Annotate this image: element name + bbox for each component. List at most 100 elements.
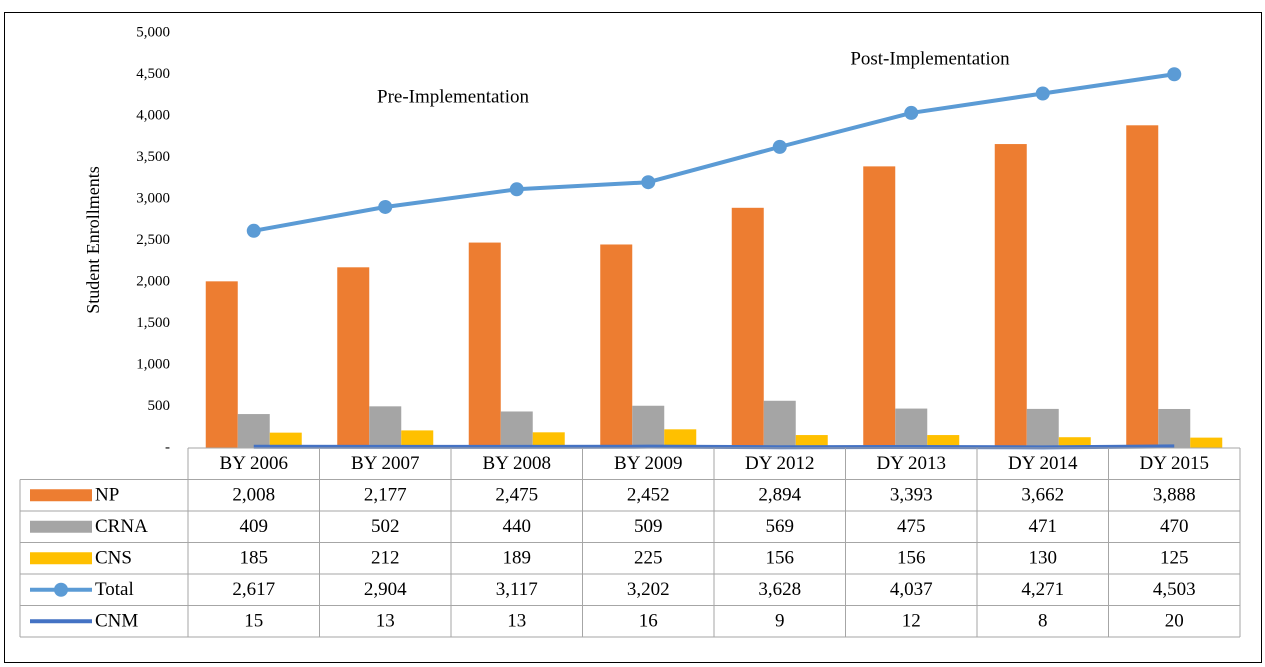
table-cell: 9: [775, 611, 785, 632]
bar: [500, 411, 533, 448]
line-marker: [509, 182, 524, 197]
table-cell: 15: [244, 611, 263, 632]
table-cell: 189: [503, 548, 532, 569]
bar: [369, 406, 402, 448]
bar: [664, 429, 697, 448]
bar: [1158, 408, 1191, 448]
legend-label: NP: [95, 485, 119, 506]
bar: [468, 242, 501, 448]
table-cell: 156: [897, 548, 926, 569]
table-cell: 3,628: [758, 579, 801, 600]
bar: [269, 432, 302, 448]
x-tick-label: DY 2013: [877, 453, 947, 474]
table-cell: 156: [766, 548, 795, 569]
bar: [795, 435, 828, 448]
x-tick-label: BY 2008: [483, 453, 551, 474]
table-cell: 2,904: [364, 579, 407, 600]
line-marker: [246, 223, 261, 238]
annotation: Post-Implementation: [850, 48, 1010, 69]
x-tick-label: BY 2009: [614, 453, 682, 474]
legend-label: CNS: [95, 548, 132, 569]
table-cell: 20: [1165, 611, 1184, 632]
table-cell: 2,475: [495, 485, 538, 506]
table-cell: 409: [240, 516, 269, 537]
chart-border: [4, 12, 1262, 663]
bar: [401, 430, 434, 448]
table-cell: 225: [634, 548, 663, 569]
bar: [927, 435, 960, 448]
bar: [337, 267, 370, 448]
table-cell: 125: [1160, 548, 1189, 569]
bar: [1190, 437, 1223, 448]
y-tick-label: 3,500: [136, 149, 170, 165]
table-cell: 440: [503, 516, 532, 537]
table-cell: 3,117: [496, 579, 538, 600]
legend-label: Total: [95, 579, 134, 600]
table-cell: 475: [897, 516, 926, 537]
y-tick-label: 2,000: [136, 273, 170, 289]
y-tick-label: 1,000: [136, 356, 170, 372]
table-cell: 185: [240, 548, 269, 569]
legend-label: CRNA: [95, 516, 148, 537]
bar: [1058, 437, 1091, 448]
y-tick-label: 2,500: [136, 232, 170, 248]
line-series: [253, 444, 1175, 450]
line-series: [253, 72, 1175, 233]
y-tick-label: 500: [148, 398, 171, 414]
table-cell: 8: [1038, 611, 1048, 632]
annotation: Pre-Implementation: [377, 86, 529, 107]
bar: [532, 432, 565, 448]
x-tick-label: BY 2006: [220, 453, 288, 474]
line-marker: [378, 199, 393, 214]
table-cell: 16: [639, 611, 658, 632]
table-cell: 2,617: [232, 579, 275, 600]
table-cell: 471: [1029, 516, 1058, 537]
bar: [731, 207, 764, 448]
x-tick-label: DY 2015: [1140, 453, 1210, 474]
bar: [863, 166, 896, 449]
y-tick-label: 4,500: [136, 66, 170, 82]
table-cell: 569: [766, 516, 795, 537]
table-cell: 2,452: [627, 485, 670, 506]
table-cell: 130: [1029, 548, 1058, 569]
x-tick-label: BY 2007: [351, 453, 419, 474]
table-cell: 4,037: [890, 579, 933, 600]
table-cell: 3,393: [890, 485, 933, 506]
table-cell: 3,202: [627, 579, 670, 600]
table-cell: 502: [371, 516, 400, 537]
table-cell: 4,503: [1153, 579, 1196, 600]
line-marker: [1167, 67, 1182, 82]
legend-key: [30, 552, 92, 565]
y-tick-label: -: [165, 439, 170, 455]
table-cell: 470: [1160, 516, 1189, 537]
y-tick-label: 5,000: [136, 24, 170, 40]
y-axis-title: Student Enrollments: [83, 166, 103, 314]
x-tick-label: DY 2014: [1008, 453, 1078, 474]
table-cell: 509: [634, 516, 663, 537]
table-cell: 2,177: [364, 485, 407, 506]
legend-key: [54, 582, 68, 597]
bar: [1026, 408, 1059, 448]
bar: [205, 281, 238, 448]
table-cell: 212: [371, 548, 400, 569]
line-marker: [772, 139, 787, 154]
table-cell: 13: [376, 611, 395, 632]
table-cell: 4,271: [1021, 579, 1064, 600]
bar: [237, 414, 270, 448]
x-tick-label: DY 2012: [745, 453, 815, 474]
table-cell: 12: [902, 611, 921, 632]
line-marker: [641, 175, 656, 190]
table-cell: 2,894: [758, 485, 801, 506]
legend-label: CNM: [95, 611, 138, 632]
table-cell: 2,008: [232, 485, 275, 506]
bar: [763, 400, 796, 448]
bar: [632, 405, 665, 448]
line-marker: [1035, 86, 1050, 101]
bar: [994, 144, 1027, 448]
y-tick-label: 4,000: [136, 107, 170, 123]
bar: [895, 408, 928, 448]
table-cell: 3,662: [1021, 485, 1064, 506]
y-tick-label: 3,000: [136, 190, 170, 206]
bar: [1126, 125, 1159, 449]
